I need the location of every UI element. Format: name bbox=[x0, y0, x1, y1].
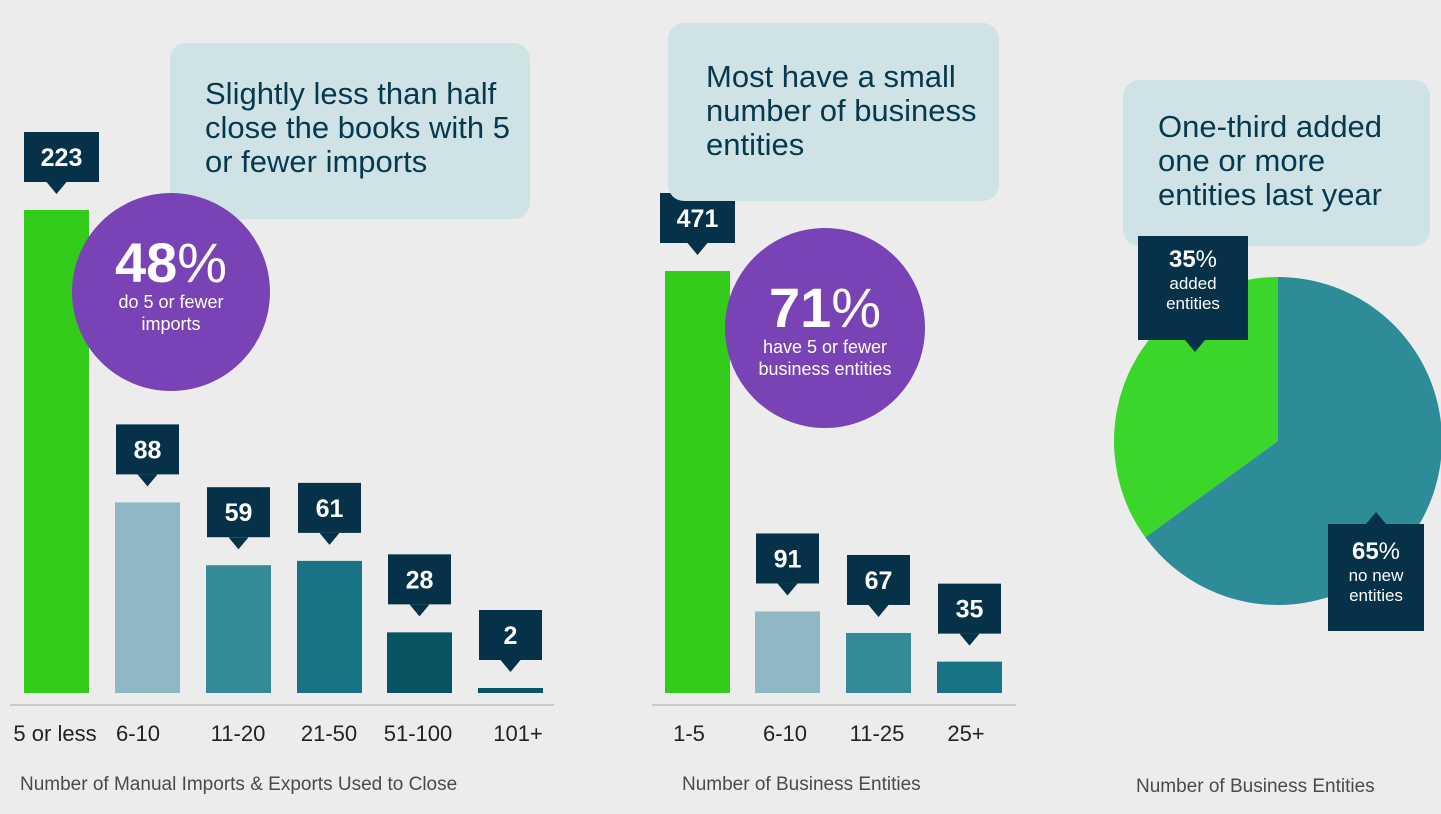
value-label-pointer-1-0 bbox=[687, 243, 708, 255]
highlight-imports-text: do 5 or fewer imports bbox=[118, 292, 224, 334]
pie-label-added-percent: 35% bbox=[1168, 246, 1218, 273]
value-label-0-2: 59 bbox=[225, 499, 253, 527]
highlight-entities-text: have 5 or fewer business entities bbox=[758, 337, 892, 379]
callout-imports-text: Slightly less than half close the books … bbox=[205, 76, 511, 179]
category-label-1-2: 11-25 bbox=[850, 721, 905, 746]
bar-1-0 bbox=[665, 271, 730, 693]
value-label-pointer-0-0 bbox=[46, 182, 67, 194]
bar-0-3 bbox=[297, 560, 362, 693]
category-label-1-1: 6-10 bbox=[763, 721, 807, 746]
value-label-box-0-0 bbox=[24, 132, 99, 182]
pie-slice-0 bbox=[1114, 277, 1278, 538]
value-label-pointer-0-2 bbox=[228, 537, 249, 550]
bar-1-1 bbox=[755, 611, 820, 693]
value-label-box-1-1 bbox=[756, 533, 819, 584]
value-label-box-0-2 bbox=[207, 487, 270, 538]
bar-1-2 bbox=[846, 632, 911, 693]
pie-label-added: 35% added entities bbox=[1138, 236, 1248, 340]
category-label-0-0: 5 or less bbox=[13, 721, 96, 746]
category-label-0-5: 101+ bbox=[493, 721, 543, 746]
axis-title-pie: Number of Business Entities bbox=[1136, 776, 1375, 797]
category-label-0-4: 51-100 bbox=[384, 721, 453, 746]
value-label-1-1: 91 bbox=[774, 545, 802, 573]
value-label-0-1: 88 bbox=[134, 436, 162, 464]
value-label-0-5: 2 bbox=[504, 622, 518, 650]
pie-label-none-pointer bbox=[1366, 512, 1386, 524]
highlight-entities-percent: 71% bbox=[768, 276, 882, 339]
highlight-imports-percent: 48% bbox=[114, 231, 228, 294]
bar-0-5 bbox=[478, 688, 543, 693]
category-label-0-2: 11-20 bbox=[211, 721, 266, 746]
bar-0-2 bbox=[206, 565, 271, 693]
bar-1-3 bbox=[937, 661, 1002, 693]
pie-label-none: 65% no new entities bbox=[1328, 524, 1424, 631]
callout-entities-text: Most have a small number of business ent… bbox=[706, 59, 977, 162]
value-label-pointer-0-5 bbox=[500, 660, 521, 672]
pie-label-added-text: added entities bbox=[1166, 274, 1220, 313]
category-label-0-1: 6-10 bbox=[116, 721, 160, 746]
category-label-0-3: 21-50 bbox=[301, 721, 357, 746]
value-label-box-0-1 bbox=[116, 424, 179, 475]
pie-label-added-pointer bbox=[1185, 340, 1205, 352]
value-label-box-1-2 bbox=[847, 554, 910, 605]
value-label-pointer-0-3 bbox=[319, 532, 340, 545]
value-label-box-0-4 bbox=[388, 554, 451, 605]
value-label-box-0-5 bbox=[479, 610, 542, 660]
bar-0-4 bbox=[387, 632, 452, 693]
value-label-box-1-3 bbox=[938, 583, 1001, 634]
category-label-1-3: 25+ bbox=[947, 721, 984, 746]
callout-imports: Slightly less than half close the books … bbox=[170, 43, 530, 219]
pie-label-none-percent: 65% bbox=[1351, 538, 1401, 565]
value-label-pointer-1-3 bbox=[959, 633, 980, 646]
callout-entities: Most have a small number of business ent… bbox=[668, 23, 999, 201]
value-label-1-0: 471 bbox=[677, 205, 719, 233]
callout-pie-text: One-third added one or more entities las… bbox=[1158, 109, 1383, 212]
highlight-circle-entities: 71% have 5 or fewer business entities bbox=[725, 228, 925, 428]
bar-0-1 bbox=[115, 502, 180, 693]
value-label-box-0-3 bbox=[298, 482, 361, 533]
axis-title-entities: Number of Business Entities bbox=[682, 774, 921, 795]
value-label-pointer-0-4 bbox=[409, 604, 430, 617]
highlight-circle-imports: 48% do 5 or fewer imports bbox=[72, 193, 270, 391]
axis-title-imports: Number of Manual Imports & Exports Used … bbox=[20, 774, 458, 795]
pie-label-none-text: no new entities bbox=[1348, 566, 1404, 605]
value-label-pointer-0-1 bbox=[137, 474, 158, 487]
value-label-1-3: 35 bbox=[956, 596, 984, 624]
value-label-pointer-1-2 bbox=[868, 604, 889, 617]
value-label-pointer-1-1 bbox=[777, 583, 798, 596]
category-label-1-0: 1-5 bbox=[673, 721, 705, 746]
callout-pie: One-third added one or more entities las… bbox=[1123, 80, 1430, 246]
value-label-0-4: 28 bbox=[406, 566, 434, 594]
value-label-box-1-0 bbox=[660, 193, 735, 243]
value-label-0-0: 223 bbox=[41, 144, 83, 172]
value-label-1-2: 67 bbox=[865, 567, 893, 595]
value-label-0-3: 61 bbox=[316, 495, 344, 523]
